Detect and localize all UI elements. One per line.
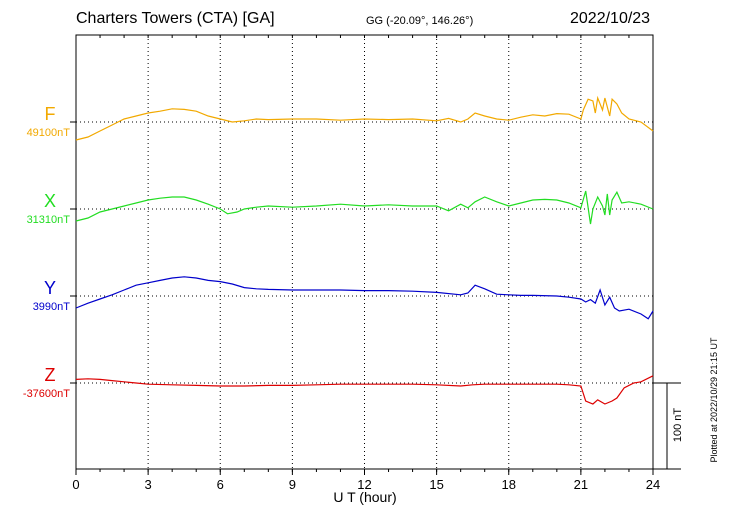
channel-name-y: Y <box>43 278 56 298</box>
channel-baseline-x: 31310nT <box>26 214 70 226</box>
x-tick-label: 21 <box>574 477 588 492</box>
channel-baseline-y: 3990nT <box>32 301 70 313</box>
series-line-f <box>75 95 654 141</box>
series-line-z <box>75 375 654 405</box>
scale-bar-label: 100 nT <box>672 407 684 443</box>
x-tick-label: 0 <box>72 477 79 492</box>
plot-date: 2022/10/23 <box>570 10 651 27</box>
channel-baseline-z: -37600nT <box>22 388 70 400</box>
x-tick-label: 6 <box>217 477 224 492</box>
x-tick-label: 9 <box>289 477 296 492</box>
series-line-x <box>75 190 654 225</box>
channel-name-x: X <box>43 191 56 211</box>
x-tick-label: 3 <box>145 477 152 492</box>
x-tick-label: 24 <box>646 477 660 492</box>
x-axis-label: U T (hour) <box>333 489 397 505</box>
x-tick-label: 18 <box>502 477 516 492</box>
series-line-y <box>75 276 654 320</box>
channel-baseline-f: 49100nT <box>26 127 70 139</box>
channel-name-z: Z <box>44 365 56 385</box>
x-tick-label: 15 <box>429 477 443 492</box>
station-title: Charters Towers (CTA) [GA] <box>76 10 275 27</box>
geographic-coordinates: GG (-20.09°, 146.26°) <box>366 15 474 27</box>
x-tick-label: 12 <box>357 477 371 492</box>
channel-name-f: F <box>44 104 56 124</box>
